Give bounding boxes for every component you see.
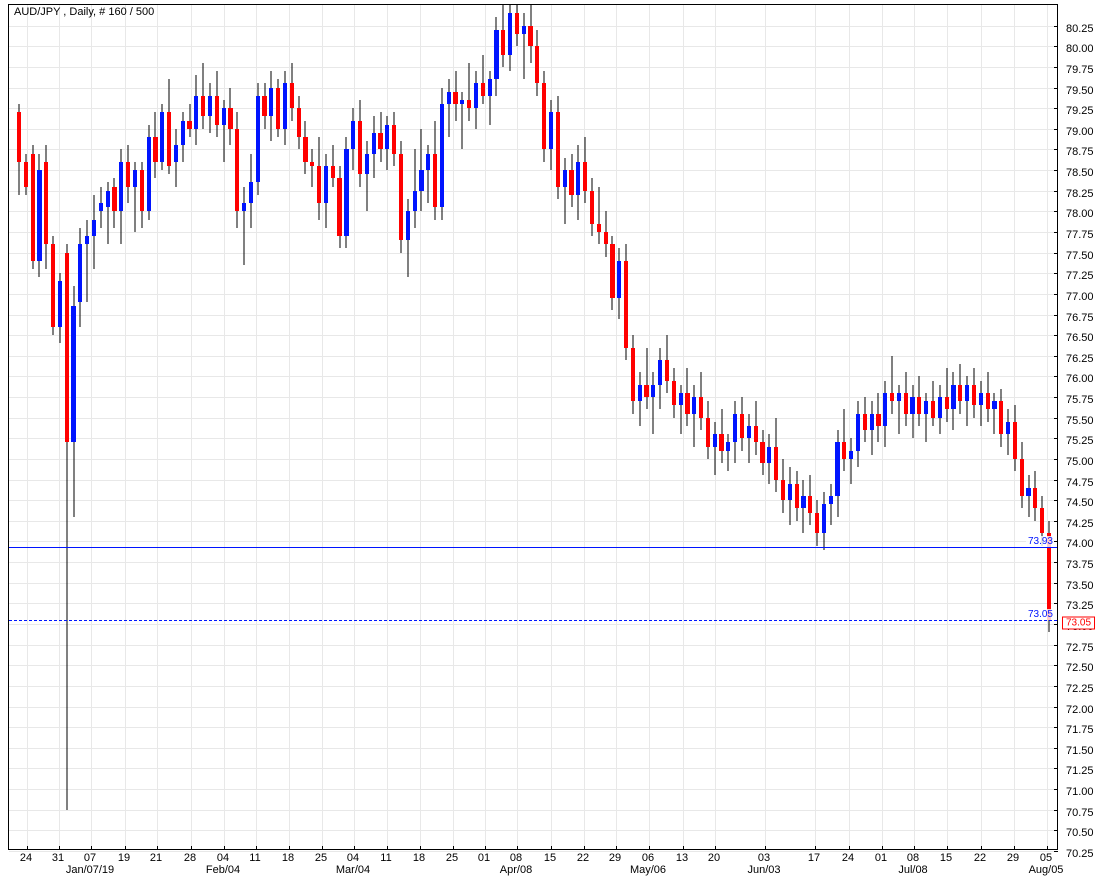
x-tick-label: 06: [642, 852, 654, 864]
x-tick-label: 15: [940, 852, 952, 864]
chart-area[interactable]: 73.93 73.05: [8, 4, 1058, 850]
y-tick-label: 79.25: [1066, 105, 1094, 117]
x-tick-label: 31: [52, 852, 64, 864]
y-tick-label: 71.75: [1066, 724, 1094, 736]
y-tick-label: 75.25: [1066, 435, 1094, 447]
y-tick-label: 78.25: [1066, 188, 1094, 200]
y-tick-label: 79.75: [1066, 64, 1094, 76]
x-tick-label: 20: [708, 852, 720, 864]
x-tick-label: 28: [184, 852, 196, 864]
y-tick-label: 79.00: [1066, 126, 1094, 138]
x-tick-label: 19: [118, 852, 130, 864]
x-tick-sublabel: Jun/03: [747, 864, 780, 876]
y-tick-label: 77.50: [1066, 250, 1094, 262]
y-tick-label: 74.50: [1066, 497, 1094, 509]
y-tick-label: 79.50: [1066, 85, 1094, 97]
y-tick-label: 74.25: [1066, 518, 1094, 530]
x-tick-label: 05: [1040, 852, 1052, 864]
y-tick-label: 75.00: [1066, 456, 1094, 468]
x-tick-label: 03: [758, 852, 770, 864]
y-tick-label: 77.25: [1066, 270, 1094, 282]
price-line: [9, 620, 1057, 621]
x-tick-sublabel: Jan/07/19: [66, 864, 114, 876]
chart-title: AUD/JPY , Daily, # 160 / 500: [14, 6, 154, 18]
current-price-tag: 73.05: [1062, 616, 1095, 629]
x-tick-sublabel: Jul/08: [898, 864, 927, 876]
y-tick-label: 78.00: [1066, 208, 1094, 220]
x-tick-label: 22: [577, 852, 589, 864]
y-tick-label: 73.25: [1066, 600, 1094, 612]
x-axis: 24 31 07 19 21 28 04 11 18 25 04 11 18 25 01 08 15 22 29 06…: [8, 850, 1058, 880]
x-tick-label: 21: [150, 852, 162, 864]
y-tick-label: 72.00: [1066, 704, 1094, 716]
x-tick-label: 25: [315, 852, 327, 864]
y-tick-label: 72.25: [1066, 683, 1094, 695]
y-tick-label: 80.25: [1066, 23, 1094, 35]
x-tick-sublabel: May/06: [630, 864, 666, 876]
y-tick-label: 78.75: [1066, 146, 1094, 158]
y-tick-label: 72.75: [1066, 642, 1094, 654]
y-tick-label: 75.75: [1066, 394, 1094, 406]
y-tick-label: 76.00: [1066, 373, 1094, 385]
x-tick-label: 04: [347, 852, 359, 864]
y-tick-label: 70.25: [1066, 848, 1094, 860]
y-tick-label: 71.00: [1066, 786, 1094, 798]
price-line: [9, 547, 1057, 548]
y-tick-label: 71.50: [1066, 745, 1094, 757]
x-tick-label: 18: [282, 852, 294, 864]
x-tick-label: 01: [478, 852, 490, 864]
x-tick-sublabel: Feb/04: [206, 864, 240, 876]
x-tick-sublabel: Aug/05: [1029, 864, 1064, 876]
y-tick-label: 77.75: [1066, 229, 1094, 241]
x-tick-label: 01: [875, 852, 887, 864]
x-tick-label: 07: [84, 852, 96, 864]
x-tick-label: 17: [808, 852, 820, 864]
x-tick-label: 25: [446, 852, 458, 864]
x-tick-label: 15: [544, 852, 556, 864]
x-tick-sublabel: Mar/04: [336, 864, 370, 876]
y-tick-label: 71.25: [1066, 765, 1094, 777]
y-tick-label: 75.50: [1066, 415, 1094, 427]
x-tick-label: 29: [1007, 852, 1019, 864]
x-tick-label: 13: [676, 852, 688, 864]
x-tick-label: 04: [217, 852, 229, 864]
y-tick-label: 76.50: [1066, 332, 1094, 344]
price-line-label: 73.05: [1026, 609, 1055, 620]
y-tick-label: 76.75: [1066, 312, 1094, 324]
price-line-label: 73.93: [1026, 536, 1055, 547]
y-tick-label: 72.50: [1066, 662, 1094, 674]
y-tick-label: 76.25: [1066, 353, 1094, 365]
x-tick-label: 24: [842, 852, 854, 864]
x-tick-label: 11: [249, 852, 260, 864]
y-tick-label: 74.00: [1066, 538, 1094, 550]
y-tick-label: 73.50: [1066, 580, 1094, 592]
x-tick-label: 18: [413, 852, 425, 864]
y-axis: 80.25 80.00 79.75 79.50 79.25 79.00 78.75 78.50…: [1060, 4, 1110, 850]
y-tick-label: 73.75: [1066, 559, 1094, 571]
x-tick-sublabel: Apr/08: [500, 864, 532, 876]
y-tick-label: 80.00: [1066, 43, 1094, 55]
x-tick-label: 08: [907, 852, 919, 864]
candlestick-series: [9, 5, 1057, 849]
y-tick-label: 70.50: [1066, 827, 1094, 839]
y-tick-label: 78.50: [1066, 167, 1094, 179]
x-tick-label: 11: [380, 852, 391, 864]
y-tick-label: 70.75: [1066, 807, 1094, 819]
x-tick-label: 22: [974, 852, 986, 864]
y-tick-label: 74.75: [1066, 477, 1094, 489]
x-tick-label: 24: [20, 852, 32, 864]
y-tick-label: 77.00: [1066, 291, 1094, 303]
x-tick-label: 08: [510, 852, 522, 864]
x-tick-label: 29: [609, 852, 621, 864]
